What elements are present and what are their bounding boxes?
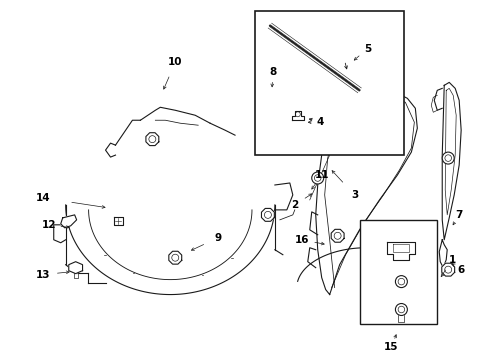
Polygon shape <box>69 262 82 274</box>
Text: 9: 9 <box>214 233 221 243</box>
Text: 3: 3 <box>350 190 358 200</box>
Text: 1: 1 <box>447 255 455 265</box>
Text: 13: 13 <box>36 270 50 280</box>
Polygon shape <box>261 208 274 221</box>
Bar <box>254 11 404 155</box>
Polygon shape <box>441 263 454 276</box>
Text: 6: 6 <box>457 265 464 275</box>
Polygon shape <box>330 229 344 242</box>
Text: 14: 14 <box>36 193 50 203</box>
Text: 4: 4 <box>315 117 323 127</box>
Text: 8: 8 <box>269 67 276 77</box>
Text: 16: 16 <box>294 235 308 245</box>
Text: 12: 12 <box>41 220 56 230</box>
Text: 15: 15 <box>384 342 398 352</box>
Circle shape <box>311 172 323 184</box>
Circle shape <box>441 152 453 164</box>
Text: 7: 7 <box>454 210 462 220</box>
Text: 11: 11 <box>314 170 328 180</box>
Bar <box>359 220 436 324</box>
Polygon shape <box>168 251 182 264</box>
Text: 10: 10 <box>168 58 182 67</box>
Circle shape <box>395 276 407 288</box>
Polygon shape <box>61 215 77 228</box>
Text: 5: 5 <box>363 44 370 54</box>
Polygon shape <box>145 133 159 145</box>
Circle shape <box>395 303 407 315</box>
Text: 2: 2 <box>290 200 298 210</box>
